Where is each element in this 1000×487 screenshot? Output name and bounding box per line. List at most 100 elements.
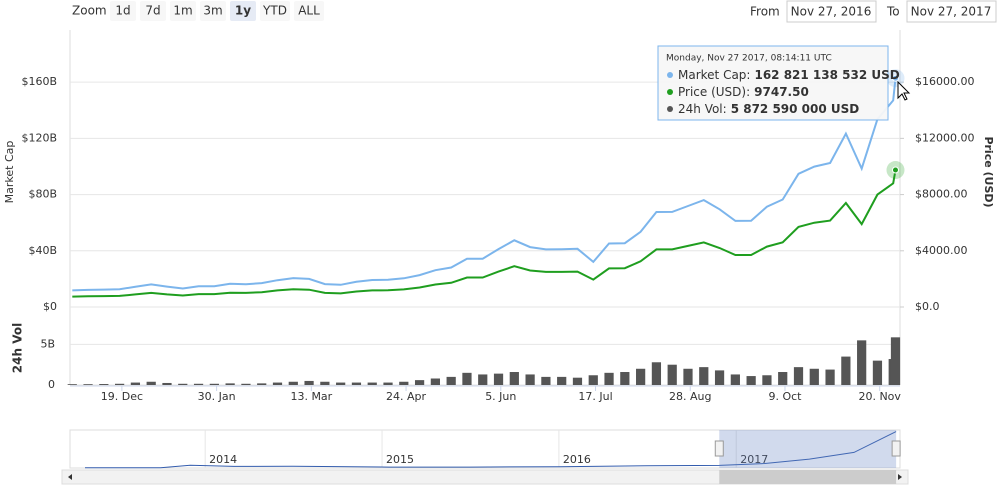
tooltip-title: Monday, Nov 27 2017, 08:14:11 UTC [666,54,832,64]
volume-bar [809,368,819,385]
volume-bar [604,372,614,385]
zoom-button-label: 1y [235,4,251,18]
tooltip-box [657,45,889,121]
volume-bar [130,382,141,385]
zoom-button[interactable] [294,1,324,21]
volume-bar [857,340,867,385]
x-tick-label: 13. Mar [290,390,332,403]
volume-bar [841,356,851,385]
hover-marker [891,74,899,82]
x-tick-label: 20. Nov [858,390,901,403]
volume-bar [793,367,804,385]
to-input[interactable] [906,0,997,23]
zoom-button[interactable] [140,1,166,21]
volume-bar [351,382,362,385]
scrollbar-thumb[interactable] [719,470,897,484]
zoom-button-label: ALL [298,4,320,18]
hover-marker [891,166,899,174]
vol-tick-label: 5B [40,337,55,350]
y-axis-title: Market Cap [3,141,16,204]
y-tick-label: $0 [43,300,57,313]
volume-bar [762,375,772,385]
tooltip-item-label: 24h Vol: [678,102,727,116]
y-tick-label: $40B [28,244,57,257]
volume-bar [714,370,725,385]
volume-bar [99,384,109,385]
tooltip-item: Price (USD): 9747.50 [678,85,809,99]
zoom-button-label: 1d [115,4,130,18]
volume-bar [272,382,283,385]
x-tick-label: 9. Oct [768,390,802,403]
x-tick-label: 17. Jul [578,390,612,403]
x-tick-label: 19. Dec [101,390,143,403]
zoom-button[interactable] [110,1,136,21]
volume-bar [462,372,472,385]
vol-tick-label: 0 [48,378,55,391]
y2-axis-title: Price (USD) [982,136,995,207]
volume-bar [304,380,314,385]
cursor [897,80,911,101]
x-tick-label: 28. Aug [669,390,711,403]
volume-bar [430,378,440,385]
volume-bar [493,373,504,385]
navigator-handle[interactable] [891,440,901,457]
y2-tick-label: $4000.00 [915,244,968,257]
volume-bar [146,381,156,385]
volume-bar [525,374,535,385]
zoom-button[interactable] [230,1,256,21]
volume-bar [683,368,693,385]
navigator-tick-label: 2014 [209,453,237,466]
x-tick-label: 5. Jun [485,390,516,403]
volume-bar [193,383,204,385]
y2-tick-label: $8000.00 [915,188,968,201]
tooltip-swatch [667,89,673,95]
zoom-button-label: 3m [203,4,222,18]
from-value: Nov 27, 2016 [791,5,872,19]
volume-bar [541,376,551,385]
volume-bar [651,362,662,385]
zoom-button[interactable] [200,1,226,21]
tooltip-swatch [667,106,673,112]
navigator-handle[interactable] [714,440,724,457]
zoom-button[interactable] [170,1,196,21]
navigator-selection[interactable] [719,430,897,468]
volume-bar [241,383,251,385]
y-tick-label: $120B [21,131,57,144]
volume-bar [383,382,393,385]
scrollbar-arrow [68,474,72,480]
volume-bar [320,381,330,385]
zoom-button-label: 7d [145,4,160,18]
to-value: Nov 27, 2017 [911,5,992,19]
tooltip-item-label: Market Cap: [678,68,750,82]
volume-bar [667,364,677,385]
volume-bar [209,383,219,385]
volume-bar [446,376,456,385]
volume-bar [872,360,883,385]
y2-tick-label: $0.0 [915,300,940,313]
from-input[interactable] [786,0,877,23]
zoom-button-label: YTD [262,4,287,18]
scrollbar-arrow [898,474,902,480]
y-tick-label: $160B [21,75,57,88]
volume-bar [162,382,172,385]
volume-bar [225,383,235,385]
tooltip-item: 24h Vol: 5 872 590 000 USD [678,102,859,116]
volume-bar [367,382,377,385]
volume-bar [778,372,788,385]
zoom-button[interactable] [260,1,290,21]
volume-bar [746,376,756,385]
to-label: To [886,5,900,19]
tooltip-item-value: 9747.50 [754,85,809,99]
volume-bar [557,376,567,385]
navigator-tick-label: 2016 [563,453,591,466]
volume-bar [67,384,77,385]
volume-bar [399,381,409,385]
volume-bar [572,377,583,385]
volume-bar [588,375,598,385]
x-tick-label: 30. Jan [198,390,236,403]
volume-bar [699,367,709,385]
zoom-label: Zoom [72,4,107,18]
vol-axis-title: 24h Vol [11,323,25,373]
tooltip-item: Market Cap: 162 821 138 532 USD [678,68,900,82]
